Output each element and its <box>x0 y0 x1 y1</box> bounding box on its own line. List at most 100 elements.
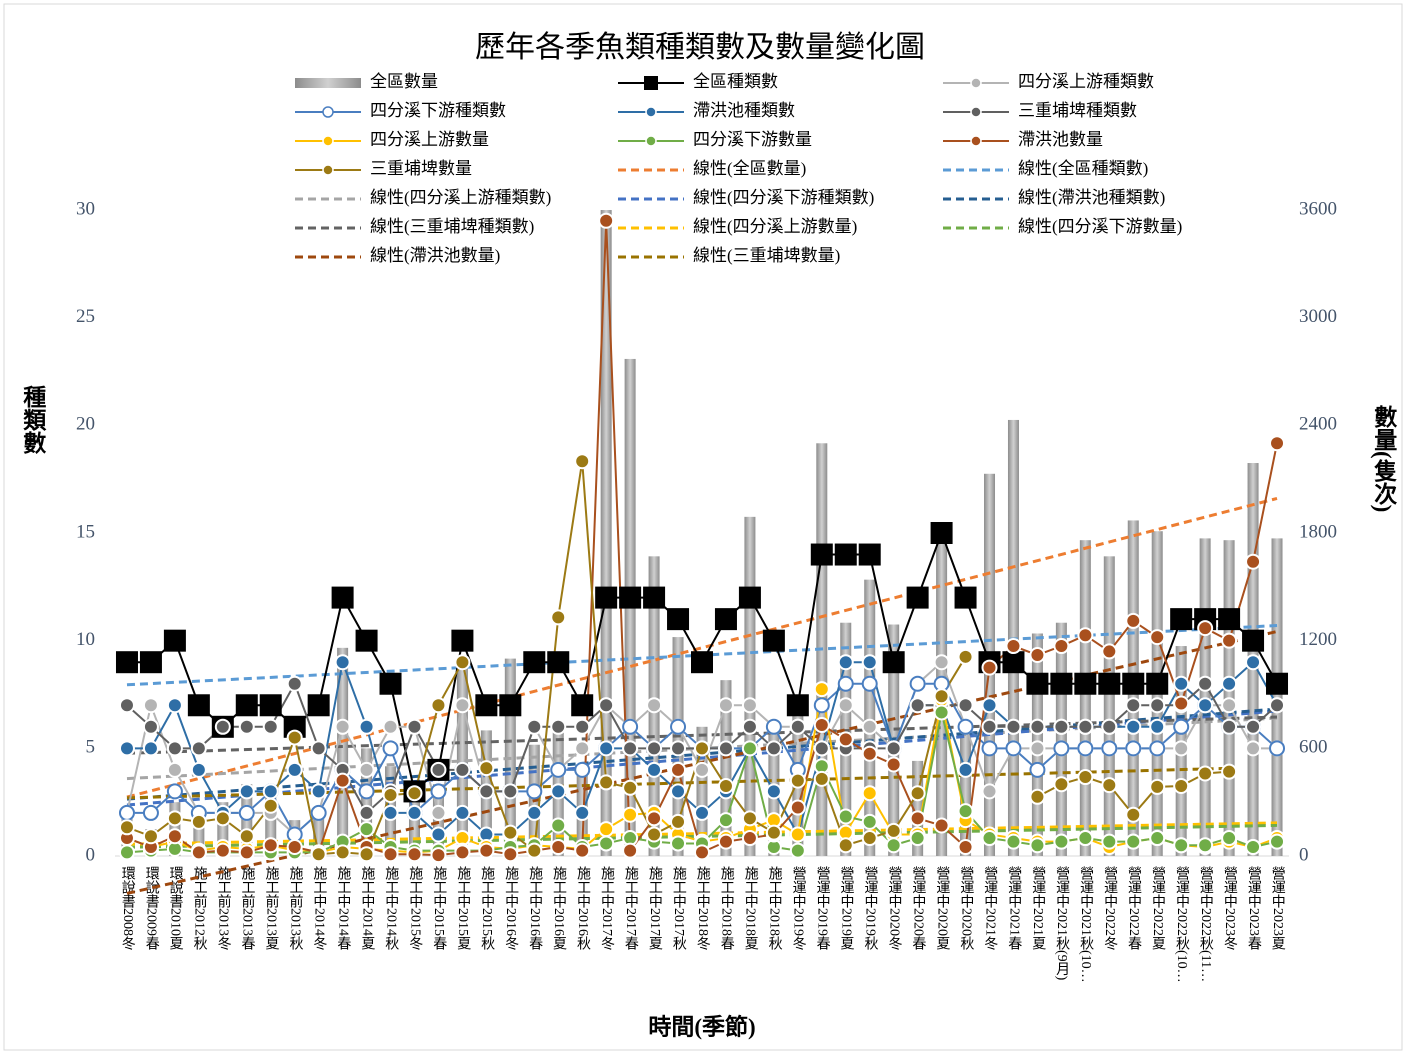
marker <box>1221 763 1238 780</box>
marker <box>1173 675 1190 692</box>
marker <box>430 697 447 714</box>
marker <box>981 697 998 714</box>
marker <box>909 785 926 802</box>
marker <box>406 718 423 735</box>
marker <box>717 812 734 829</box>
marker <box>1029 761 1046 778</box>
marker <box>142 718 159 735</box>
marker <box>262 837 279 854</box>
marker <box>238 718 255 735</box>
marker <box>717 833 734 850</box>
x-tick-label: 施工中2014春 <box>335 866 351 950</box>
legend-label: 四分溪下游種類數 <box>370 101 506 120</box>
legend-marker <box>645 106 657 118</box>
marker <box>310 740 327 757</box>
marker <box>523 651 546 674</box>
marker <box>1029 718 1046 735</box>
y-tick-label: 5 <box>86 737 96 758</box>
marker <box>142 828 159 845</box>
marker <box>187 694 210 717</box>
x-tick-label: 施工中2018冬 <box>695 866 711 951</box>
marker <box>765 824 782 841</box>
x-tick-label: 施工前2013冬 <box>216 866 232 951</box>
marker <box>190 844 207 861</box>
marker <box>238 783 255 800</box>
marker <box>550 817 567 834</box>
marker <box>861 830 878 847</box>
marker <box>1149 778 1166 795</box>
x-tick-label: 施工中2015夏 <box>455 866 471 950</box>
y2-tick-label: 0 <box>1299 844 1309 865</box>
marker <box>789 842 806 859</box>
marker <box>906 586 929 609</box>
x-tick-label: 營運中2021夏 <box>1030 866 1046 950</box>
marker <box>286 839 303 856</box>
y-tick-label: 0 <box>86 844 96 865</box>
marker <box>933 817 950 834</box>
marker <box>1173 778 1190 795</box>
marker <box>1197 675 1214 692</box>
marker <box>1173 718 1190 735</box>
marker <box>622 740 639 757</box>
marker <box>1269 833 1286 850</box>
marker <box>166 783 183 800</box>
trendline <box>126 766 1230 800</box>
marker <box>741 740 758 757</box>
marker <box>142 740 159 757</box>
x-tick-label: 施工中2017冬 <box>599 866 615 951</box>
x-tick-label: 施工前2013春 <box>240 866 256 950</box>
marker <box>1266 672 1289 695</box>
marker <box>909 810 926 827</box>
marker <box>646 697 663 714</box>
x-tick-label: 環說書2009春 <box>144 866 160 950</box>
x-tick-label: 營運中2021秋(9月) <box>1054 866 1070 981</box>
marker <box>741 697 758 714</box>
legend-label: 線性(三重埔埤數量) <box>693 246 840 265</box>
x-tick-label: 施工中2018夏 <box>743 866 759 950</box>
marker <box>954 586 977 609</box>
marker <box>1002 651 1025 674</box>
x-tick-label: 施工中2015冬 <box>407 866 423 951</box>
marker <box>813 770 830 787</box>
marker <box>1053 776 1070 793</box>
marker <box>622 718 639 735</box>
legend-marker <box>322 164 334 176</box>
marker <box>382 740 399 757</box>
marker <box>502 783 519 800</box>
marker <box>981 718 998 735</box>
marker <box>382 804 399 821</box>
legend-marker <box>970 77 982 89</box>
marker <box>454 804 471 821</box>
marker <box>166 697 183 714</box>
marker <box>382 846 399 863</box>
x-tick-label: 營運中2021春 <box>1006 866 1022 950</box>
marker <box>286 729 303 746</box>
marker <box>834 543 857 566</box>
marker <box>810 543 833 566</box>
marker <box>1101 777 1118 794</box>
marker <box>1005 833 1022 850</box>
marker <box>741 718 758 735</box>
marker <box>858 543 881 566</box>
x-tick-label: 施工中2016春 <box>527 866 543 950</box>
legend-label: 滯洪池種類數 <box>693 101 795 120</box>
trendline <box>126 709 1278 807</box>
marker <box>1125 833 1142 850</box>
marker <box>1173 695 1190 712</box>
marker <box>789 772 806 789</box>
marker <box>1221 697 1238 714</box>
marker <box>550 761 567 778</box>
x-tick-label: 施工中2016夏 <box>551 866 567 950</box>
marker <box>430 847 447 864</box>
marker <box>694 761 710 778</box>
x-tick-label: 環說書2008冬 <box>120 866 136 951</box>
legend-label: 線性(四分溪下游種類數) <box>693 188 874 207</box>
marker <box>526 842 543 859</box>
marker <box>1242 629 1265 652</box>
marker <box>1005 638 1022 655</box>
marker <box>1125 612 1142 629</box>
marker <box>694 844 710 861</box>
marker <box>667 608 690 631</box>
x-tick-label: 施工中2017夏 <box>647 866 663 950</box>
